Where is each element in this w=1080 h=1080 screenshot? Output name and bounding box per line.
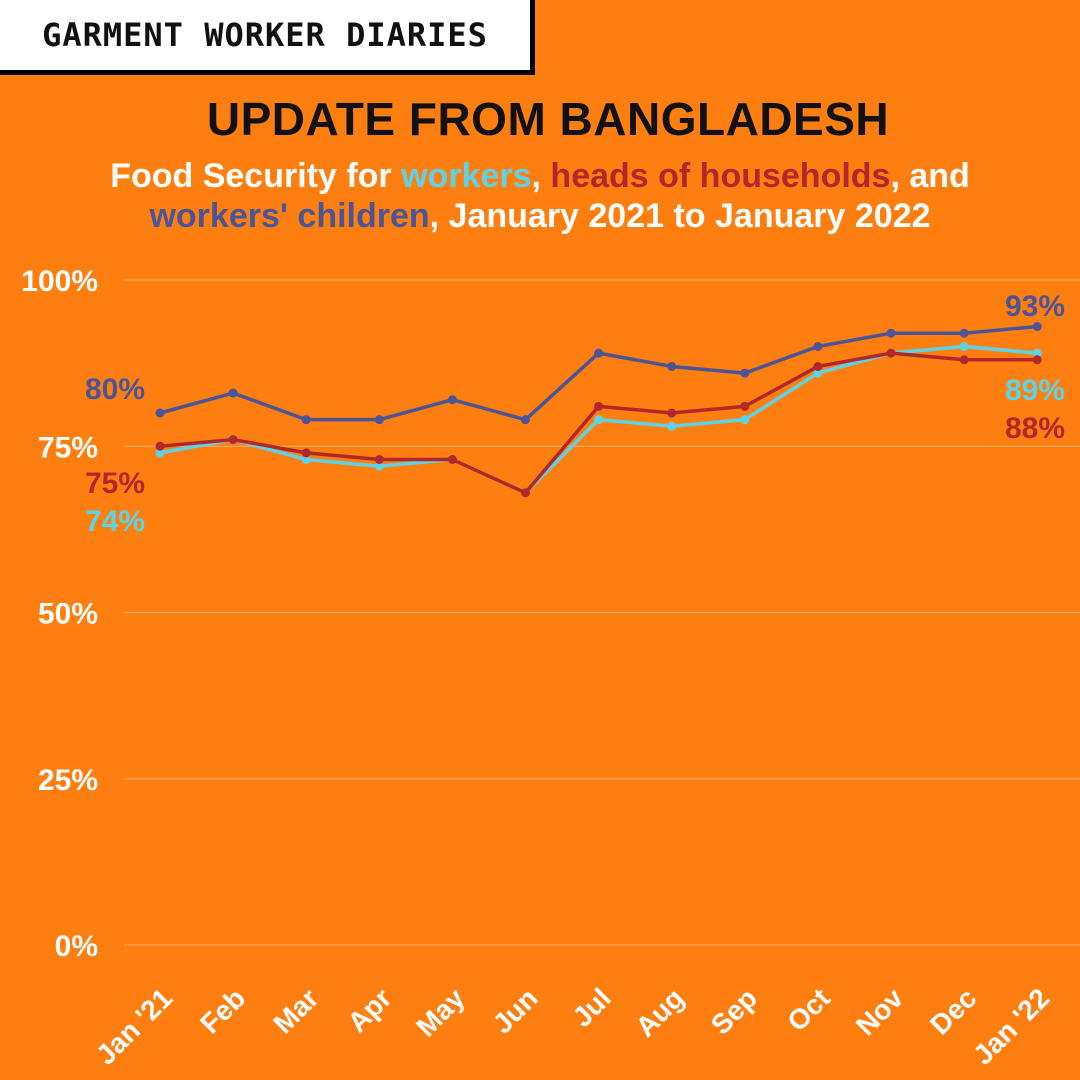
data-point-heads [228, 435, 238, 445]
data-point-children [521, 415, 530, 425]
data-point-heads [155, 441, 165, 451]
y-tick-label: 100% [21, 265, 98, 298]
x-tick-label: Jan '22 [967, 982, 1055, 1070]
data-point-workers [813, 368, 823, 378]
data-point-heads [447, 455, 457, 465]
x-tick-label: Nov [850, 982, 910, 1042]
data-point-heads [1032, 355, 1042, 365]
data-point-children [594, 348, 604, 358]
x-tick-label: Aug [630, 982, 690, 1042]
y-tick-label: 0% [55, 930, 98, 963]
data-point-workers [155, 448, 165, 458]
data-point-heads [521, 488, 530, 498]
x-tick-label: Jun [487, 982, 544, 1039]
data-point-workers [667, 421, 677, 431]
chart-title: UPDATE FROM BANGLADESH [206, 93, 890, 145]
data-point-heads [374, 455, 384, 465]
x-tick-label: Mar [267, 982, 324, 1039]
subtitle-part3: , January 2021 to January 2022 [429, 197, 931, 235]
data-point-children [1032, 322, 1042, 332]
x-tick-label: May [410, 982, 471, 1043]
data-point-heads [813, 361, 823, 371]
data-point-workers [1032, 348, 1042, 358]
data-point-workers [301, 455, 311, 465]
series-layer [155, 322, 1042, 498]
data-point-heads [667, 408, 677, 418]
y-axis-ticks: 0% 25% 50% 75% 100% [21, 265, 98, 963]
data-point-children [228, 388, 238, 398]
end-label-children: 93% [1005, 290, 1065, 323]
data-point-children [301, 415, 311, 425]
start-label-children: 80% [85, 373, 145, 406]
brand-box: GARMENT WORKER DIARIES [0, 0, 535, 75]
x-tick-label: Oct [781, 982, 836, 1037]
end-label-workers: 89% [1005, 374, 1065, 407]
x-axis-ticks: Jan '21 Feb Mar Apr May Jun Jul Aug Sep Oct Nov Dec… [90, 982, 1055, 1071]
x-tick-label: Feb [194, 982, 251, 1039]
data-point-workers [740, 415, 750, 425]
y-tick-label: 25% [38, 764, 98, 797]
y-tick-label: 75% [38, 431, 98, 464]
subtitle-heads: heads of households [550, 157, 891, 195]
data-point-children [959, 328, 969, 338]
data-point-heads [886, 348, 896, 358]
data-point-workers [374, 461, 384, 471]
y-tick-label: 50% [38, 598, 98, 631]
subtitle-children: workers' children [149, 197, 430, 235]
data-point-children [667, 361, 677, 371]
x-tick-label: Apr [342, 982, 398, 1038]
chart-subtitle: Food Security for workers, heads of hous… [0, 156, 1080, 236]
grid-layer [124, 279, 1080, 946]
data-point-heads [301, 448, 311, 458]
subtitle-comma: , [531, 157, 551, 195]
end-label-heads: 88% [1005, 412, 1065, 445]
x-tick-label: Jan '21 [90, 982, 178, 1070]
data-point-children [813, 342, 823, 351]
data-point-children [374, 415, 384, 425]
data-point-children [740, 368, 750, 378]
start-label-heads: 75% [85, 467, 145, 500]
brand-name: GARMENT WORKER DIARIES [42, 16, 488, 54]
data-point-heads [740, 401, 750, 411]
x-tick-label: Jul [566, 982, 617, 1033]
end-labels: 80% 93% 75% 88% 74% 89% [85, 290, 1065, 538]
data-point-children [155, 408, 165, 418]
subtitle-part1: Food Security for [110, 157, 402, 195]
data-point-workers [594, 415, 604, 425]
data-point-children [447, 395, 457, 405]
x-tick-label: Dec [924, 982, 982, 1040]
data-point-heads [959, 355, 969, 365]
x-tick-label: Sep [705, 982, 763, 1040]
data-point-heads [594, 401, 604, 411]
subtitle-part2: , and [890, 157, 970, 195]
data-point-children [886, 328, 896, 338]
subtitle-workers: workers [401, 157, 532, 195]
data-point-workers [959, 342, 969, 351]
start-label-workers: 74% [85, 505, 145, 538]
